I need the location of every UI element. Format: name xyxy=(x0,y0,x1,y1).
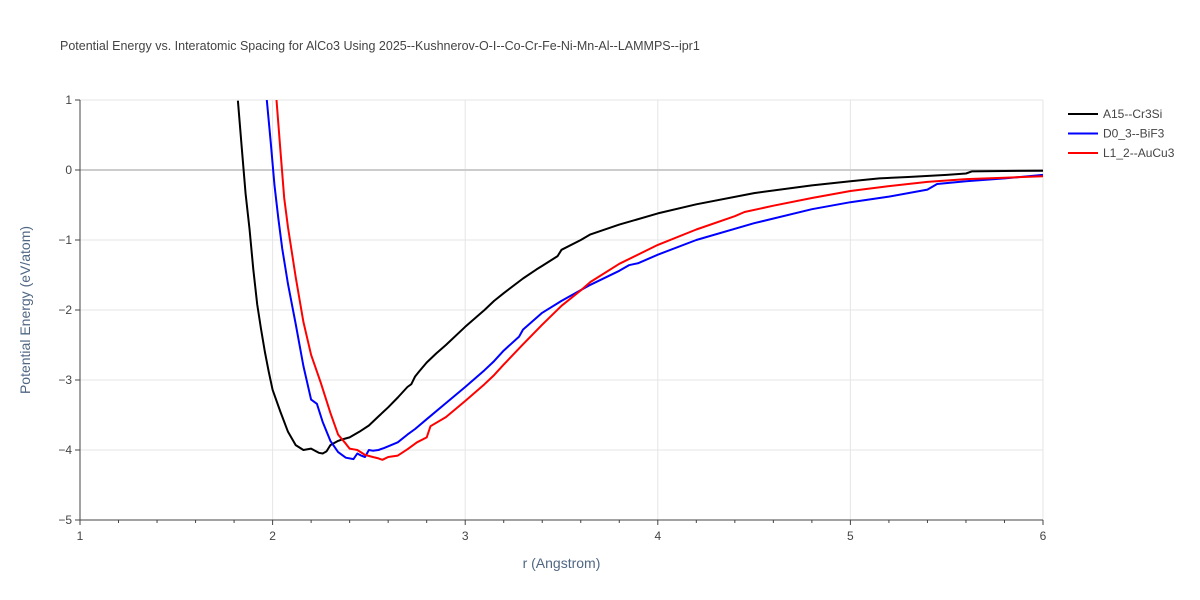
x-tick-label: 6 xyxy=(1040,529,1047,543)
x-tick-label: 5 xyxy=(847,529,854,543)
y-tick-label: −2 xyxy=(58,303,72,317)
y-axis-title: Potential Energy (eV/atom) xyxy=(17,226,33,394)
y-tick-label: −1 xyxy=(58,233,72,247)
x-tick-label: 3 xyxy=(462,529,469,543)
y-tick-label: −5 xyxy=(58,513,72,527)
axes: 1 2 3 4 5 6 −5 −4 −3 −2 −1 0 1 xyxy=(58,93,1046,543)
x-axis-title: r (Angstrom) xyxy=(523,555,601,571)
chart-title: Potential Energy vs. Interatomic Spacing… xyxy=(60,39,700,53)
grid-lines xyxy=(80,99,1044,521)
y-tick-label: −4 xyxy=(58,443,72,457)
y-tick-label: 1 xyxy=(65,93,72,107)
series-line-3 xyxy=(275,100,1043,461)
x-tick-label: 2 xyxy=(269,529,276,543)
series-line-2 xyxy=(265,100,1043,461)
legend-label-3: L1_2--AuCu3 xyxy=(1103,146,1175,160)
x-tick-label: 4 xyxy=(654,529,661,543)
x-tick-label: 1 xyxy=(77,529,84,543)
y-tick-label: −3 xyxy=(58,373,72,387)
series-lines xyxy=(236,100,1043,461)
y-tick-label: 0 xyxy=(65,163,72,177)
legend-label-1: A15--Cr3Si xyxy=(1103,107,1162,121)
legend-label-2: D0_3--BiF3 xyxy=(1103,127,1165,141)
series-line-1 xyxy=(236,100,1043,455)
legend: A15--Cr3Si D0_3--BiF3 L1_2--AuCu3 xyxy=(1068,107,1175,160)
